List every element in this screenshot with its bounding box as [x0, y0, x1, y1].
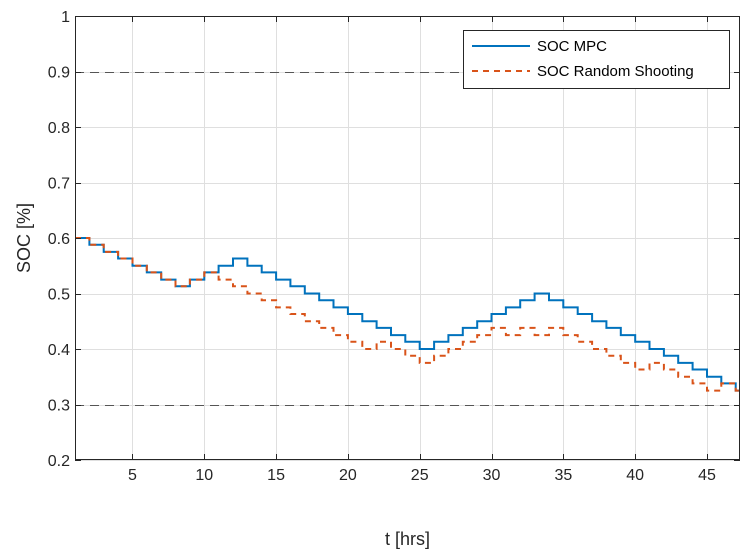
x-tick-labels: 5 10 15 20 25 30 35 40 45 [128, 467, 716, 484]
y-tick-label: 1 [61, 9, 70, 26]
y-tick-label: 0.9 [48, 65, 70, 82]
y-tick-label: 0.3 [48, 398, 70, 415]
x-tick-label: 45 [698, 467, 716, 484]
x-tick-label: 15 [267, 467, 285, 484]
y-tick-labels: 0.2 0.3 0.4 0.5 0.6 0.7 0.8 0.9 1 [48, 9, 70, 470]
x-tick-label: 35 [554, 467, 572, 484]
ticks [75, 16, 740, 461]
y-tick-label: 0.6 [48, 231, 70, 248]
y-tick-label: 0.7 [48, 176, 70, 193]
y-tick-label: 0.2 [48, 453, 70, 470]
legend-box [463, 30, 730, 89]
x-axis-label: t [hrs] [385, 529, 430, 549]
legend: SOC MPC SOC Random Shooting [463, 30, 730, 89]
y-tick-label: 0.8 [48, 120, 70, 137]
x-tick-label: 30 [483, 467, 501, 484]
x-tick-label: 20 [339, 467, 357, 484]
series [75, 237, 740, 392]
y-tick-label: 0.5 [48, 287, 70, 304]
legend-entry-soc-mpc: SOC MPC [537, 38, 607, 55]
series-line-soc-random-shooting [75, 237, 740, 392]
x-tick-label: 25 [411, 467, 429, 484]
x-tick-label: 10 [195, 467, 213, 484]
y-axis-label: SOC [%] [14, 203, 34, 273]
legend-entry-soc-random-shooting: SOC Random Shooting [537, 63, 694, 80]
x-tick-label: 40 [626, 467, 644, 484]
y-tick-label: 0.4 [48, 342, 70, 359]
reference-lines [75, 72, 740, 406]
x-tick-label: 5 [128, 467, 137, 484]
